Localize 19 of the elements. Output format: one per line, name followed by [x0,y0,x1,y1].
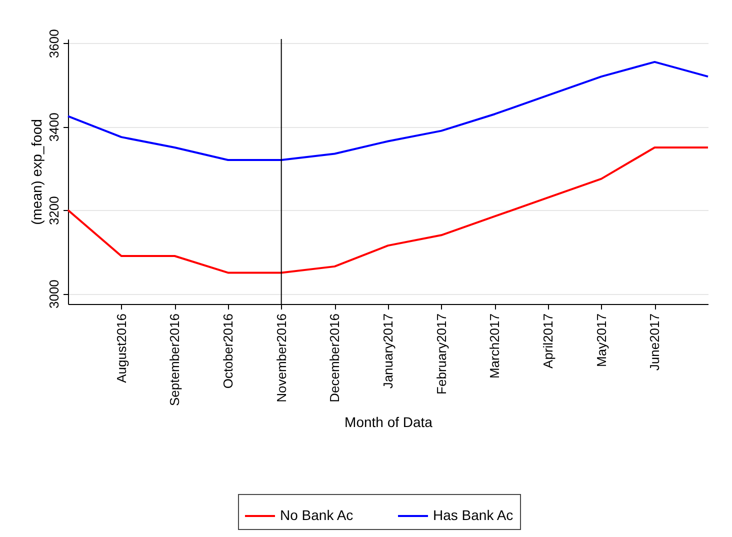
x-tick-label: October2016 [220,314,236,389]
x-tick-label: January2017 [380,314,396,389]
y-tick-label: 3000 [46,280,62,309]
y-tick-label: 3400 [46,112,62,142]
x-tick-label: December2016 [327,314,342,402]
x-tick-label: March2017 [487,314,502,379]
x-tick-label: February2017 [434,314,449,394]
y-axis-title: (mean) exp_food [28,119,44,225]
y-tick-label: 3200 [46,196,62,226]
x-axis-title: Month of Data [344,414,433,430]
x-tick-label: May2017 [594,314,609,367]
x-tick-label: June2017 [647,314,662,371]
x-tick-label: April2017 [540,314,556,368]
x-tick-label: September2016 [167,314,182,406]
legend-label: No Bank Ac [280,507,354,523]
legend-label: Has Bank Ac [433,507,514,523]
x-tick-label: August2016 [114,314,129,383]
x-tick-label: November2016 [274,314,289,402]
y-tick-label: 3600 [46,29,62,58]
